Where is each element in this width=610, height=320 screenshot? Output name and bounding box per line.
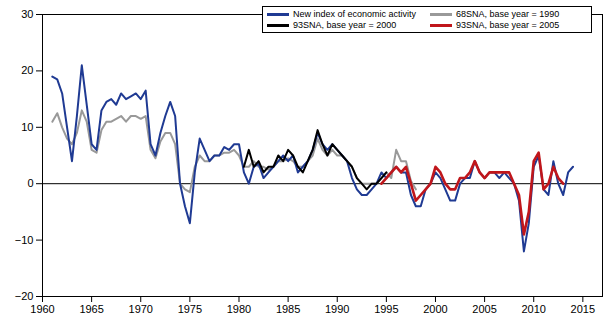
svg-text:1980: 1980	[227, 303, 251, 315]
svg-text:0: 0	[27, 177, 33, 189]
svg-text:1985: 1985	[276, 303, 300, 315]
svg-text:1965: 1965	[79, 303, 103, 315]
svg-text:2005: 2005	[472, 303, 496, 315]
svg-text:2015: 2015	[571, 303, 595, 315]
svg-text:1975: 1975	[178, 303, 202, 315]
svg-text:2000: 2000	[423, 303, 447, 315]
svg-text:−20: −20	[15, 290, 34, 302]
html-text:93SNA, base year = 2000: 93SNA, base year = 2000	[293, 20, 397, 30]
svg-text:30: 30	[21, 8, 33, 20]
svg-text:20: 20	[21, 64, 33, 76]
html-text:93SNA, base year = 2005: 93SNA, base year = 2005	[456, 20, 560, 30]
html-text:68SNA, base year = 1990: 68SNA, base year = 1990	[456, 9, 560, 19]
svg-text:1960: 1960	[30, 303, 54, 315]
svg-text:1995: 1995	[374, 303, 398, 315]
svg-text:1970: 1970	[129, 303, 153, 315]
svg-text:2010: 2010	[521, 303, 545, 315]
html-text:New index of economic activity: New index of economic activity	[293, 9, 417, 19]
svg-text:10: 10	[21, 121, 33, 133]
svg-text:1990: 1990	[325, 303, 349, 315]
svg-text:−10: −10	[15, 234, 34, 246]
